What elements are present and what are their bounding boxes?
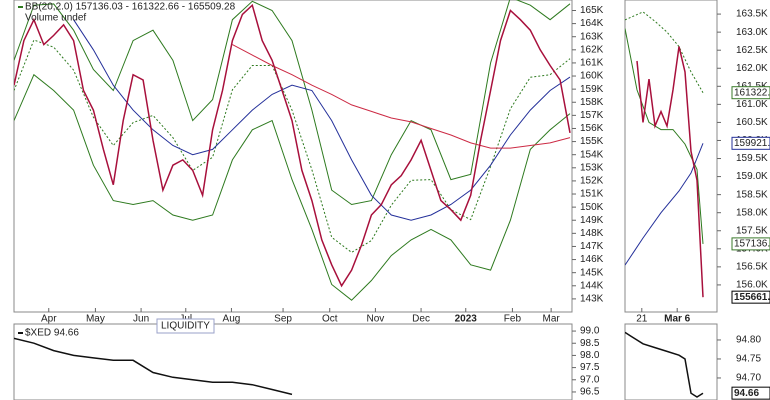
plot-frame <box>13 0 573 313</box>
value-tag <box>731 86 770 100</box>
y-tick-label: 150K <box>580 202 604 213</box>
x-tick-label: May <box>86 314 105 325</box>
y-tick-label: 147K <box>580 241 604 252</box>
y-tick-label: 159.0K <box>736 171 768 182</box>
y-tick-label: 97.0 <box>580 374 600 385</box>
line-series <box>625 331 704 398</box>
plot-frame <box>13 323 573 400</box>
line-series <box>14 39 571 254</box>
y-tick-label: 162.0K <box>736 63 768 74</box>
x-tick-label: Feb <box>504 314 522 325</box>
value-tag <box>731 290 770 304</box>
y-tick-label: 158.5K <box>736 189 768 200</box>
legend-label: Volume undef <box>25 13 86 24</box>
y-tick-label: 161.0K <box>736 99 768 110</box>
annotation: LIQUIDITY <box>161 321 210 332</box>
line-series <box>73 19 571 221</box>
y-tick-label: 157K <box>580 110 604 121</box>
value-tag <box>731 386 770 400</box>
y-tick-label: 159.5K <box>736 153 768 164</box>
y-tick-label: 163K <box>580 31 604 42</box>
x-tick-label: Oct <box>322 314 338 325</box>
value-tag-label: 161322.66 <box>734 87 770 98</box>
y-tick-label: 152K <box>580 176 604 187</box>
y-tick-label: 98.0 <box>580 350 600 361</box>
y-tick-label: 156K <box>580 123 604 134</box>
y-tick-label: 156.5K <box>736 262 768 273</box>
value-tag-label: 155661.00 <box>734 292 770 303</box>
line-series <box>14 337 293 396</box>
y-tick-label: 144K <box>580 280 604 291</box>
y-tick-label: 154K <box>580 149 604 160</box>
y-tick-label: 98.5 <box>580 338 600 349</box>
x-tick-label: Mar 6 <box>664 314 691 325</box>
y-tick-label: 97.5 <box>580 362 600 373</box>
x-tick-label: Apr <box>41 314 57 325</box>
y-tick-label: 158.0K <box>736 207 768 218</box>
legend-label: BB(20,2.0) 157136.03 - 161322.66 - 16550… <box>25 2 236 13</box>
value-tag <box>731 237 770 251</box>
y-tick-label: 162K <box>580 44 604 55</box>
y-tick-label: 158K <box>580 97 604 108</box>
y-tick-label: 146K <box>580 254 604 265</box>
y-tick-label: 160.5K <box>736 117 768 128</box>
x-tick-label: Aug <box>223 314 241 325</box>
line-series <box>232 44 571 149</box>
line-series <box>625 11 704 93</box>
y-tick-label: 163.0K <box>736 27 768 38</box>
y-tick-label: 160K <box>580 71 604 82</box>
y-tick-label: 96.5 <box>580 387 600 398</box>
y-tick-label: 162.5K <box>736 45 768 56</box>
x-tick-label: Nov <box>367 314 385 325</box>
line-series <box>14 0 571 206</box>
x-tick-label: Sep <box>274 314 292 325</box>
value-tag-label: 159921.34 <box>734 138 770 149</box>
x-tick-label: Jun <box>133 314 149 325</box>
line-series <box>625 143 704 266</box>
line-series <box>625 28 704 244</box>
line-series <box>636 46 704 298</box>
y-tick-label: 145K <box>580 267 604 278</box>
x-tick-label: Mar <box>543 314 561 325</box>
y-tick-label: 153K <box>580 162 604 173</box>
x-tick-label: 2023 <box>455 314 478 325</box>
y-tick-label: 156.0K <box>736 280 768 291</box>
y-tick-label: 151K <box>580 189 604 200</box>
y-tick-label: 155K <box>580 136 604 147</box>
y-tick-label: 157.5K <box>736 225 768 236</box>
y-tick-label: 148K <box>580 228 604 239</box>
y-tick-label: 143K <box>580 294 604 305</box>
x-tick-label: 21 <box>636 314 648 325</box>
line-series <box>14 73 571 301</box>
line-series <box>14 3 571 288</box>
y-tick-label: 149K <box>580 215 604 226</box>
y-tick-label: 165K <box>580 5 604 16</box>
panel-title: $XED 94.66 <box>25 328 79 339</box>
y-tick-label: 161K <box>580 58 604 69</box>
x-tick-label: Dec <box>412 314 430 325</box>
value-tag-label: 94.66 <box>734 388 759 399</box>
y-tick-label: 94.80 <box>736 335 761 346</box>
y-tick-label: 94.70 <box>736 373 761 384</box>
value-tag <box>731 136 770 150</box>
y-tick-label: 159K <box>580 84 604 95</box>
value-tag-label: 157136.03 <box>734 239 770 250</box>
y-tick-label: 99.0 <box>580 326 600 337</box>
y-tick-label: 163.5K <box>736 9 768 20</box>
plot-frame <box>624 0 718 313</box>
y-tick-label: 164K <box>580 18 604 29</box>
y-tick-label: 94.75 <box>736 354 761 365</box>
plot-frame <box>624 323 718 400</box>
annotation-box <box>156 318 215 334</box>
